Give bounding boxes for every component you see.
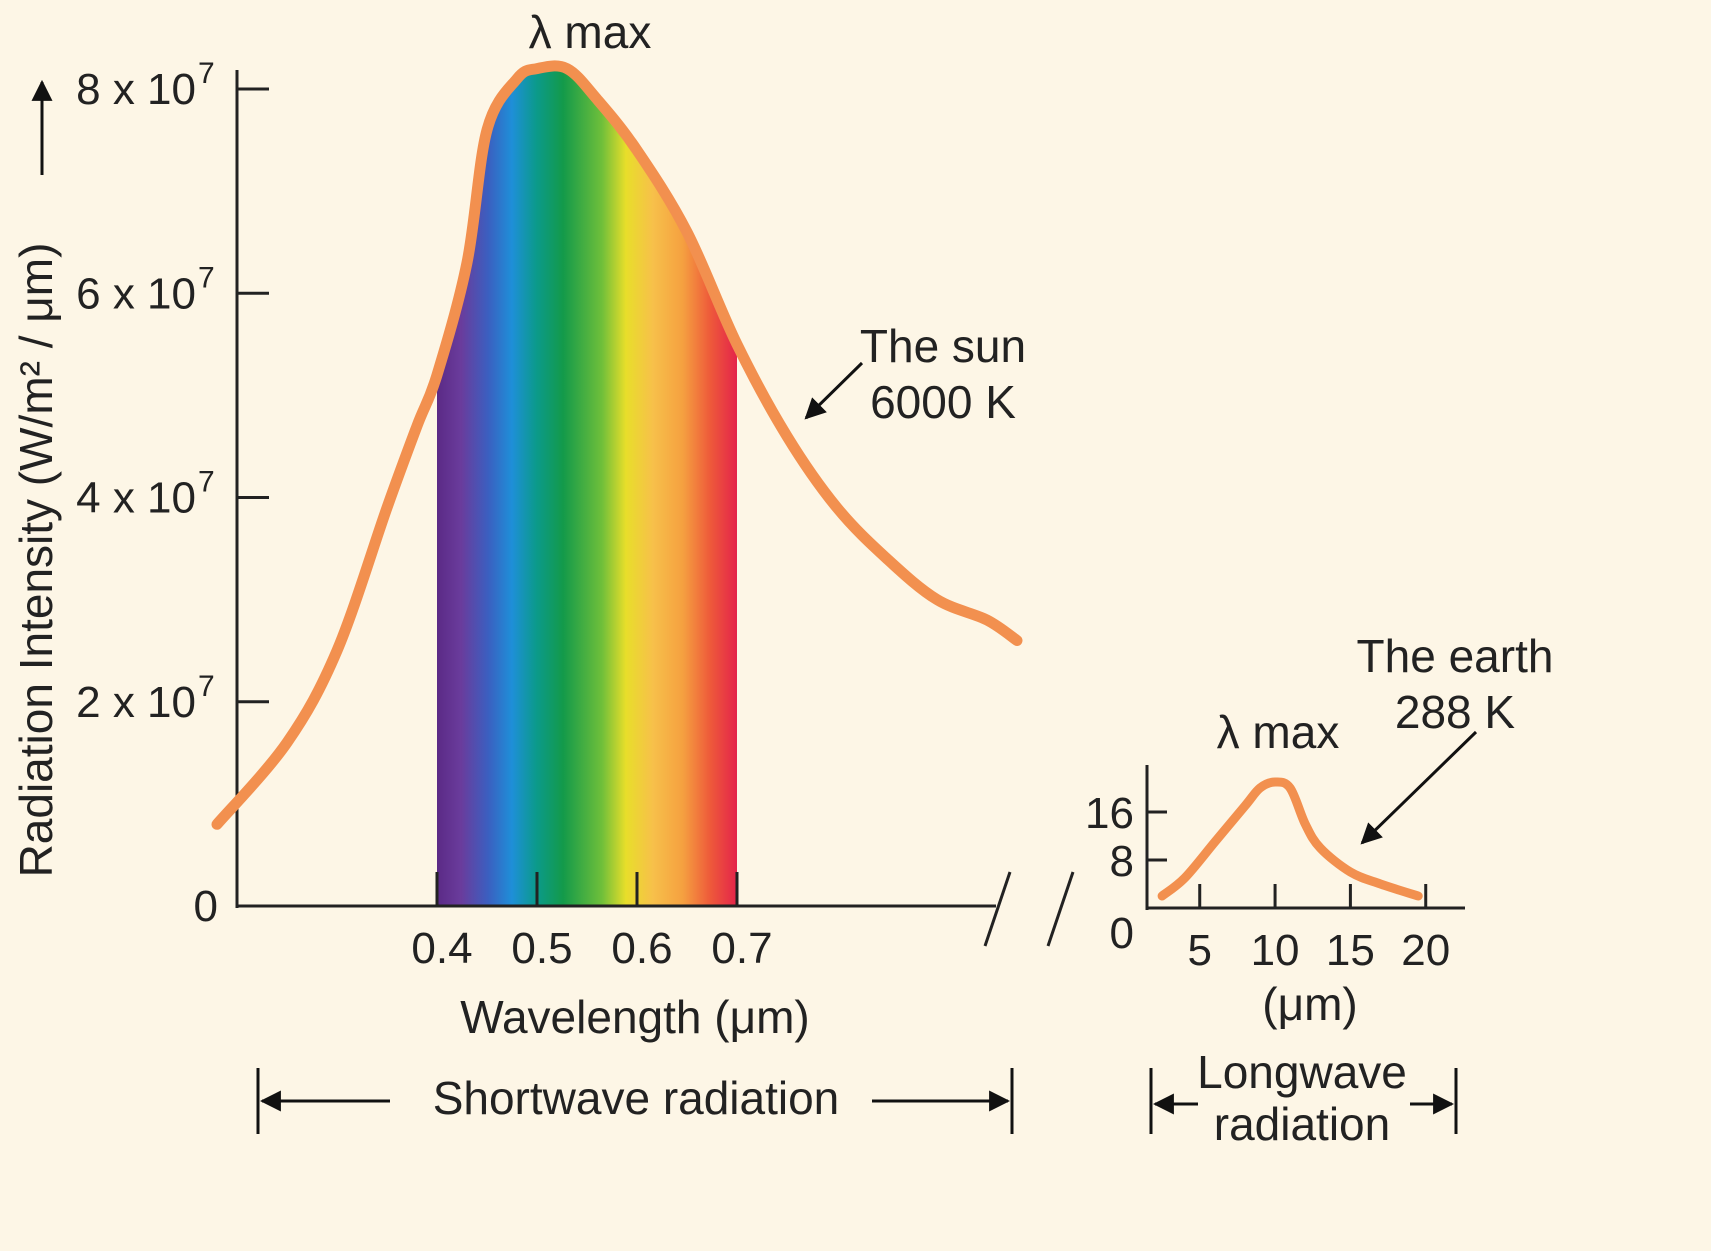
earth-x-tick-label: 15: [1326, 926, 1375, 975]
sun-y-tick-exponent: 7: [198, 466, 215, 499]
sun-x-tick-label: 0.7: [711, 924, 772, 973]
earth-y-tick-label: 8: [1110, 837, 1134, 886]
shortwave-label: Shortwave radiation: [433, 1072, 840, 1124]
earth-x-tick-label: 5: [1187, 926, 1211, 975]
sun-x-tick-label: 0.4: [411, 924, 472, 973]
earth-panel: 0 816 5 10 15 20 (μm) λ max The earth 288 K: [1085, 630, 1553, 1030]
earth-lambda-max-label: λ max: [1217, 706, 1340, 758]
earth-x-axis-label: (μm): [1262, 978, 1357, 1030]
x-axis-label: Wavelength (μm): [460, 991, 809, 1043]
earth-temp-label: 288 K: [1395, 686, 1516, 738]
earth-curve: [1157, 777, 1423, 901]
sun-x-tick-label: 0.5: [511, 924, 572, 973]
shortwave-bracket: Shortwave radiation: [256, 1068, 1014, 1134]
earth-y-ticks: 0 816: [1085, 789, 1167, 958]
earth-name-label: The earth: [1357, 630, 1554, 682]
sun-y-tick-exponent: 7: [198, 57, 215, 90]
sun-pointer-arrow: [804, 361, 864, 420]
earth-x-tick-label: 10: [1251, 926, 1300, 975]
earth-x-tick-label: 20: [1401, 926, 1450, 975]
sun-y-tick-label: 2 x 10: [76, 678, 196, 727]
sun-y-tick-label: 4 x 10: [76, 474, 196, 523]
sun-x-tick-label: 0.6: [611, 924, 672, 973]
sun-y-tick-exponent: 7: [198, 670, 215, 703]
sun-temp-label: 6000 K: [870, 376, 1016, 428]
longwave-bracket: Longwave radiation: [1149, 1046, 1458, 1150]
earth-y-tick-label: 0: [1110, 909, 1134, 958]
sun-curve: [211, 60, 1023, 830]
sun-y-tick-label: 0: [194, 882, 218, 931]
sun-axes: [235, 70, 1075, 947]
sun-lambda-max-label: λ max: [529, 6, 652, 58]
axis-break-mark-2: [1046, 871, 1075, 947]
axis-break-mark-1: [983, 871, 1012, 947]
sun-name-label: The sun: [860, 320, 1026, 372]
sun-panel: 02 x 10 74 x 10 76 x 10 78 x 10 7 0.4 0.5 0.6 0…: [10, 6, 1075, 1043]
earth-y-tick-label: 16: [1085, 789, 1134, 838]
y-axis-label: Radiation Intensity (W/m² / μm): [10, 243, 62, 878]
sun-y-tick-label: 6 x 10: [76, 269, 196, 318]
longwave-label-line2: radiation: [1214, 1098, 1390, 1150]
earth-pointer-arrow: [1360, 730, 1478, 845]
earth-x-ticks: 5 10 15 20: [1187, 884, 1450, 975]
sun-x-ticks: 0.4 0.5 0.6 0.7: [411, 872, 773, 973]
sun-y-ticks: 02 x 10 74 x 10 76 x 10 78 x 10 7: [76, 57, 269, 931]
sun-y-tick-exponent: 7: [198, 261, 215, 294]
longwave-label-line1: Longwave: [1197, 1046, 1407, 1098]
sun-y-tick-label: 8 x 10: [76, 65, 196, 114]
